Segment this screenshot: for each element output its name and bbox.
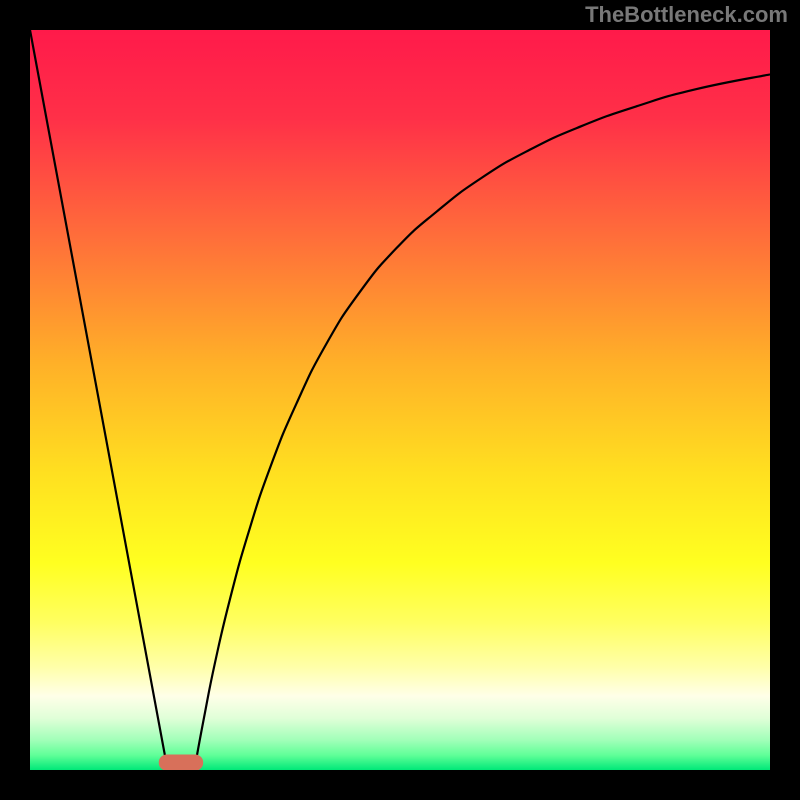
chart-container: TheBottleneck.com [0, 0, 800, 800]
bottleneck-curve [30, 30, 770, 770]
watermark: TheBottleneck.com [585, 2, 788, 28]
optimal-marker [159, 754, 203, 770]
curve-layer [30, 30, 770, 770]
plot-area [30, 30, 770, 770]
